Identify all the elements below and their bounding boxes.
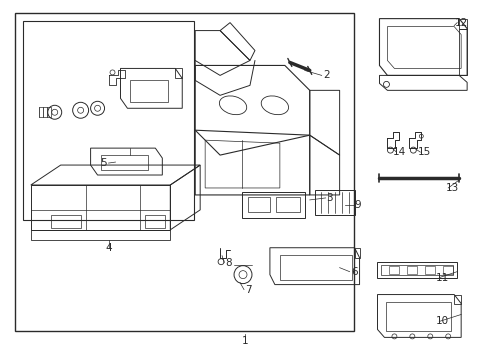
Text: 8: 8 bbox=[225, 258, 231, 268]
Text: 13: 13 bbox=[445, 183, 459, 193]
Text: 9: 9 bbox=[354, 200, 361, 210]
Text: 15: 15 bbox=[417, 147, 431, 157]
Text: 6: 6 bbox=[351, 267, 358, 276]
Text: 4: 4 bbox=[105, 243, 112, 253]
Bar bbox=[23, 21, 194, 220]
Text: 5: 5 bbox=[100, 158, 107, 168]
Text: 11: 11 bbox=[436, 273, 449, 283]
Text: 7: 7 bbox=[245, 284, 251, 294]
Text: 12: 12 bbox=[455, 18, 468, 28]
Text: 1: 1 bbox=[242, 336, 248, 346]
Bar bbox=[15, 13, 354, 332]
Text: 10: 10 bbox=[436, 316, 449, 327]
Text: 2: 2 bbox=[323, 71, 330, 80]
Text: 14: 14 bbox=[393, 147, 406, 157]
Text: 3: 3 bbox=[326, 193, 333, 203]
